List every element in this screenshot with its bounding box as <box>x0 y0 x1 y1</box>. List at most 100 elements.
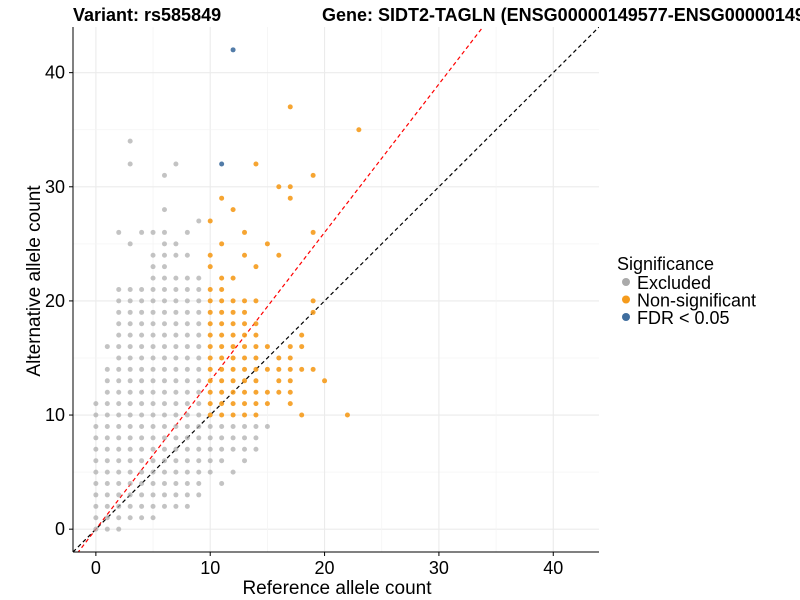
point-excluded <box>127 401 133 407</box>
point-excluded <box>219 435 225 441</box>
point-non-significant <box>299 332 305 338</box>
point-excluded <box>173 332 179 338</box>
point-excluded <box>127 355 133 361</box>
reference-lines <box>73 27 599 552</box>
point-excluded <box>196 355 202 361</box>
point-excluded <box>139 229 145 235</box>
point-excluded <box>139 446 145 452</box>
point-non-significant <box>207 332 213 338</box>
point-excluded <box>127 446 133 452</box>
point-excluded <box>150 481 156 487</box>
point-excluded <box>116 446 122 452</box>
point-non-significant <box>276 184 282 190</box>
point-excluded <box>173 503 179 509</box>
point-excluded <box>150 275 156 281</box>
point-non-significant <box>253 378 259 384</box>
point-non-significant <box>207 366 213 372</box>
point-excluded <box>150 355 156 361</box>
point-excluded <box>104 446 110 452</box>
point-excluded <box>139 515 145 521</box>
x-axis-label: Reference allele count <box>242 578 432 599</box>
point-non-significant <box>276 366 282 372</box>
point-non-significant <box>242 401 248 407</box>
point-non-significant <box>207 321 213 327</box>
point-excluded <box>253 446 259 452</box>
point-excluded <box>184 321 190 327</box>
point-non-significant <box>322 378 328 384</box>
point-excluded <box>253 423 259 429</box>
point-excluded <box>139 458 145 464</box>
point-excluded <box>150 515 156 521</box>
point-non-significant <box>356 127 362 133</box>
point-excluded <box>196 275 202 281</box>
x-tick-label: 20 <box>315 558 335 578</box>
legend: Significance ExcludedNon-significantFDR … <box>617 254 756 328</box>
point-excluded <box>127 344 133 350</box>
point-excluded <box>184 401 190 407</box>
point-non-significant <box>230 321 236 327</box>
point-fdr-0-05 <box>219 161 225 167</box>
point-non-significant <box>276 378 282 384</box>
point-excluded <box>104 366 110 372</box>
point-non-significant <box>253 412 259 418</box>
point-excluded <box>161 458 167 464</box>
point-non-significant <box>310 172 316 178</box>
point-excluded <box>196 378 202 384</box>
point-excluded <box>127 321 133 327</box>
point-excluded <box>127 412 133 418</box>
point-non-significant <box>310 366 316 372</box>
point-excluded <box>93 492 99 498</box>
reference-line-identity <box>73 27 599 552</box>
point-excluded <box>139 298 145 304</box>
point-excluded <box>116 492 122 498</box>
point-excluded <box>207 446 213 452</box>
point-excluded <box>161 298 167 304</box>
point-non-significant <box>207 355 213 361</box>
point-excluded <box>150 423 156 429</box>
point-excluded <box>150 412 156 418</box>
x-tick-label: 10 <box>200 558 220 578</box>
point-non-significant <box>242 332 248 338</box>
point-excluded <box>127 298 133 304</box>
point-excluded <box>139 412 145 418</box>
point-excluded <box>173 492 179 498</box>
point-excluded <box>93 412 99 418</box>
point-excluded <box>93 435 99 441</box>
legend-key-fdr-0-05 <box>622 313 630 321</box>
point-excluded <box>184 423 190 429</box>
point-excluded <box>150 378 156 384</box>
point-non-significant <box>264 389 270 395</box>
point-excluded <box>184 389 190 395</box>
point-non-significant <box>207 389 213 395</box>
point-excluded <box>139 503 145 509</box>
y-axis-label: Alternative allele count <box>24 185 45 377</box>
point-excluded <box>150 332 156 338</box>
point-excluded <box>219 423 225 429</box>
point-non-significant <box>230 275 236 281</box>
point-excluded <box>116 481 122 487</box>
point-non-significant <box>310 229 316 235</box>
point-excluded <box>116 355 122 361</box>
point-excluded <box>161 446 167 452</box>
point-non-significant <box>253 161 259 167</box>
point-excluded <box>116 332 122 338</box>
point-excluded <box>150 435 156 441</box>
point-excluded <box>104 344 110 350</box>
point-excluded <box>116 515 122 521</box>
point-non-significant <box>287 104 293 110</box>
y-tick-label: 40 <box>45 63 65 83</box>
point-excluded <box>127 161 133 167</box>
point-excluded <box>116 287 122 292</box>
data-points <box>93 47 362 532</box>
point-excluded <box>161 207 167 213</box>
point-excluded <box>104 515 110 521</box>
point-excluded <box>116 389 122 395</box>
title-variant: Variant: rs585849 <box>73 5 221 25</box>
point-excluded <box>161 321 167 327</box>
point-excluded <box>116 469 122 475</box>
point-excluded <box>173 423 179 429</box>
point-excluded <box>161 252 167 258</box>
point-excluded <box>173 366 179 372</box>
